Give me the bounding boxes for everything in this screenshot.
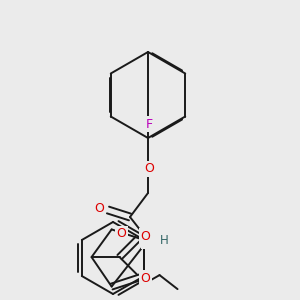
Text: O: O — [117, 227, 127, 240]
Text: H: H — [160, 235, 168, 248]
Text: O: O — [141, 230, 151, 243]
Text: O: O — [144, 163, 154, 176]
Text: N: N — [142, 235, 152, 248]
Text: O: O — [94, 202, 104, 215]
Text: F: F — [146, 118, 153, 130]
Text: O: O — [141, 272, 151, 285]
